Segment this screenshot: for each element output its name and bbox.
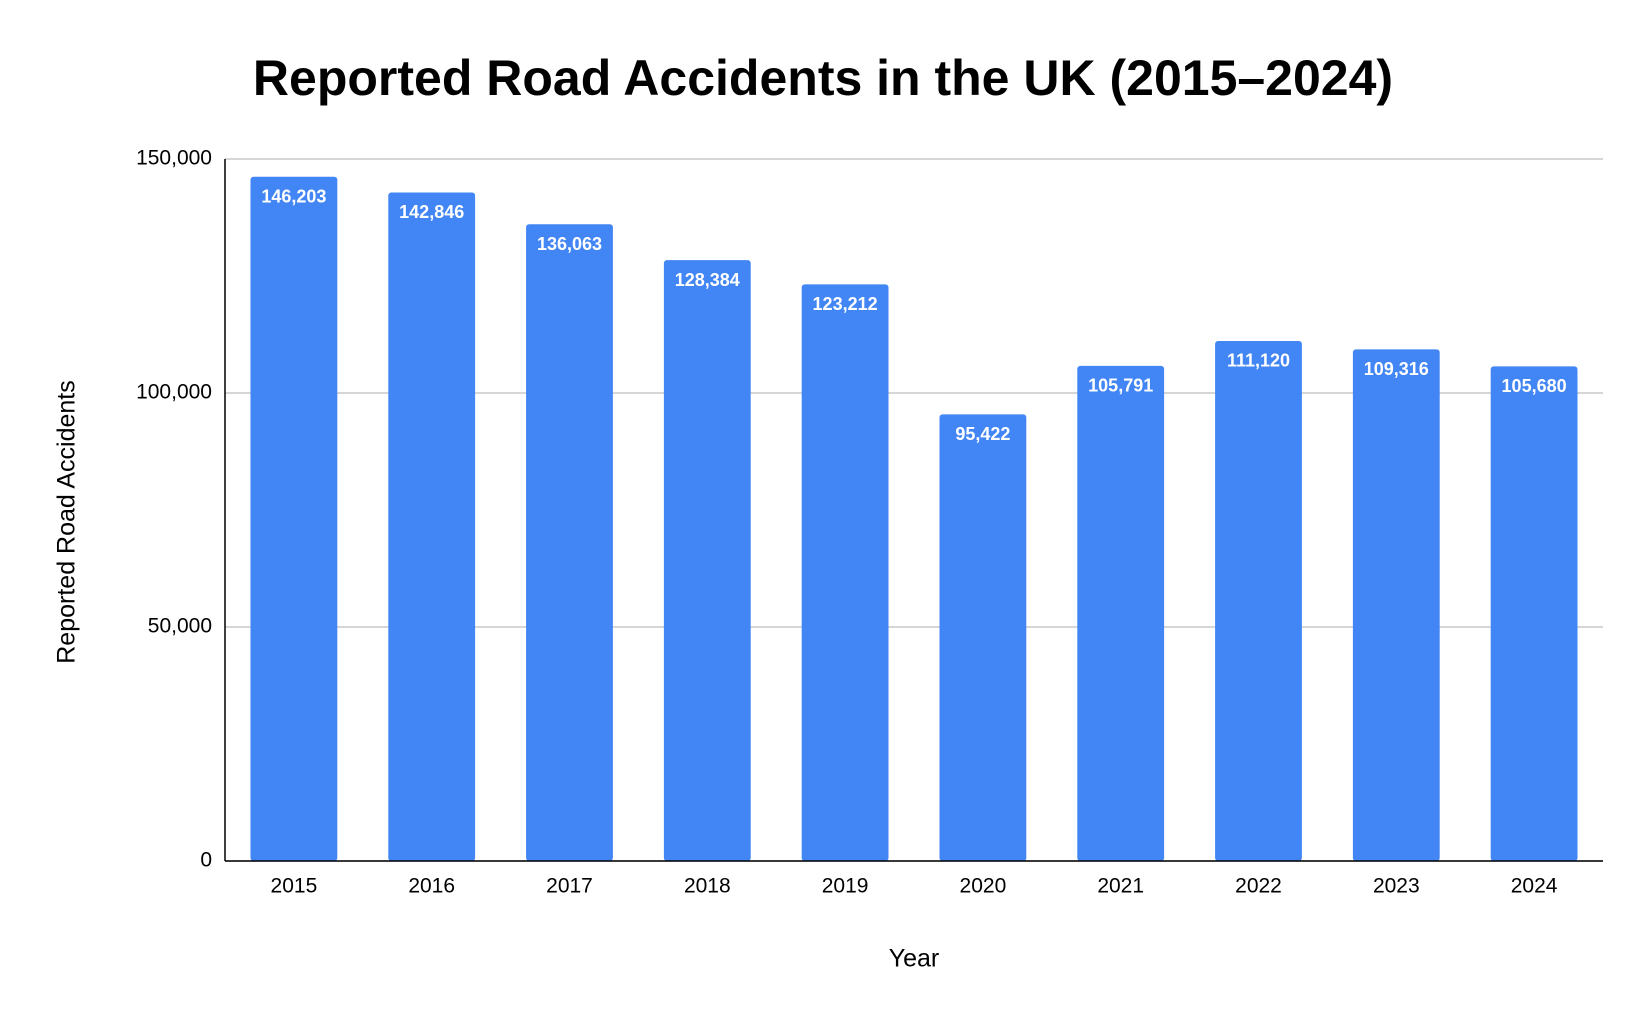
y-axis-title: Reported Road Accidents xyxy=(53,380,81,664)
data-label: 146,203 xyxy=(261,187,326,207)
y-tick-label: 50,000 xyxy=(148,615,212,638)
x-tick-label: 2021 xyxy=(1097,875,1144,898)
data-label: 128,384 xyxy=(675,270,740,290)
bar xyxy=(1352,349,1440,861)
y-tick-label: 0 xyxy=(200,849,212,872)
data-label: 136,063 xyxy=(537,234,602,254)
x-tick-label: 2022 xyxy=(1235,875,1282,898)
x-tick-label: 2024 xyxy=(1511,875,1558,898)
data-label: 105,680 xyxy=(1502,376,1567,396)
x-tick-label: 2020 xyxy=(960,875,1007,898)
bar xyxy=(663,260,751,862)
x-tick-label: 2018 xyxy=(684,875,731,898)
data-label: 95,422 xyxy=(955,424,1010,444)
data-label: 123,212 xyxy=(813,294,878,314)
y-tick-label: 100,000 xyxy=(136,381,212,404)
data-label: 109,316 xyxy=(1364,359,1429,379)
x-tick-label: 2016 xyxy=(408,875,455,898)
x-tick-label: 2015 xyxy=(271,875,318,898)
bar xyxy=(250,176,338,861)
chart-title: Reported Road Accidents in the UK (2015–… xyxy=(253,50,1393,106)
bar xyxy=(801,284,889,862)
bar xyxy=(939,414,1027,861)
data-label: 142,846 xyxy=(399,202,464,222)
x-tick-label: 2023 xyxy=(1373,875,1420,898)
x-tick-label: 2017 xyxy=(546,875,593,898)
data-label: 105,791 xyxy=(1088,376,1153,396)
bar xyxy=(526,224,613,861)
bar xyxy=(388,192,476,861)
x-axis-title: Year xyxy=(889,945,940,973)
bar xyxy=(1490,366,1578,861)
y-tick-label: 150,000 xyxy=(136,147,212,170)
data-label: 111,120 xyxy=(1227,351,1290,371)
x-tick-label: 2019 xyxy=(822,875,869,898)
bar xyxy=(1077,365,1165,861)
bar xyxy=(1215,340,1302,862)
